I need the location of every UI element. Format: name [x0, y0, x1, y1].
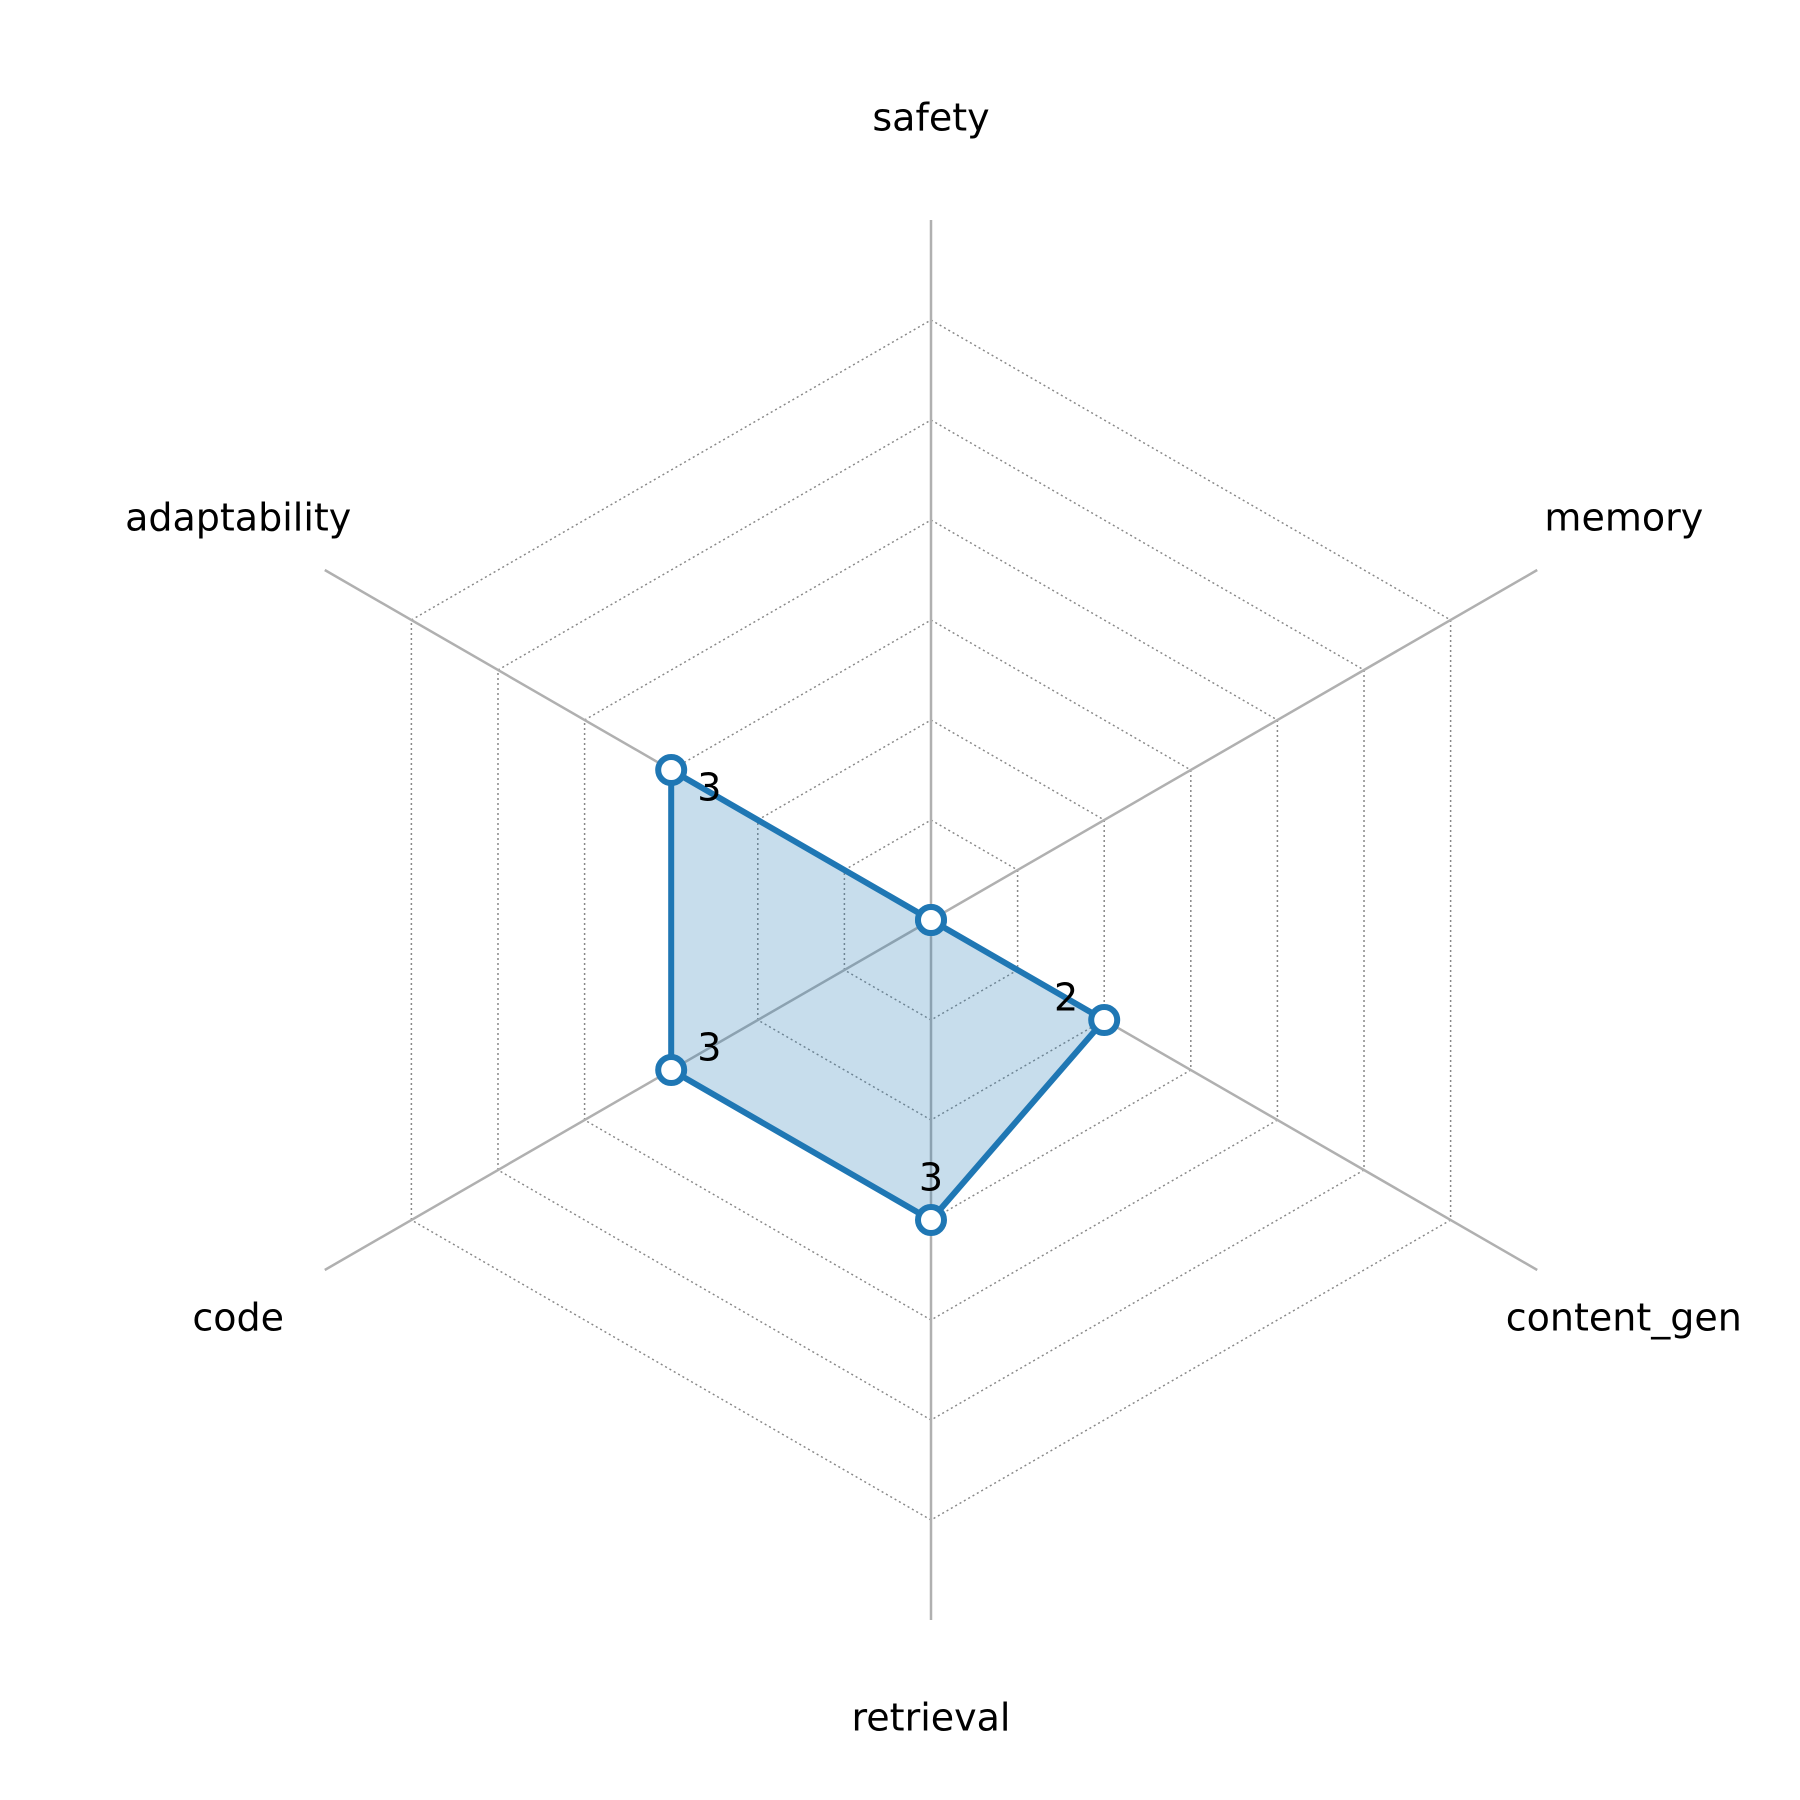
- axis-label: safety: [872, 96, 989, 140]
- axis-label: code: [192, 1296, 284, 1340]
- axis-line: [930, 568, 1538, 922]
- data-area: [668, 767, 1108, 1223]
- value-label: 3: [697, 766, 721, 810]
- value-label: 3: [919, 1156, 943, 1200]
- value-label: 2: [1054, 976, 1078, 1020]
- data-point: [1088, 1004, 1121, 1036]
- axis-line: [324, 918, 932, 1272]
- data-point: [655, 754, 688, 786]
- axis-label: memory: [1544, 496, 1703, 540]
- axis-label: adaptability: [125, 496, 351, 540]
- axis-label: content_gen: [1506, 1296, 1742, 1340]
- axis-label: retrieval: [852, 1696, 1011, 1740]
- data-point: [655, 1054, 688, 1086]
- data-point: [915, 1204, 947, 1236]
- value-label: 3: [697, 1026, 721, 1070]
- data-point: [915, 904, 947, 936]
